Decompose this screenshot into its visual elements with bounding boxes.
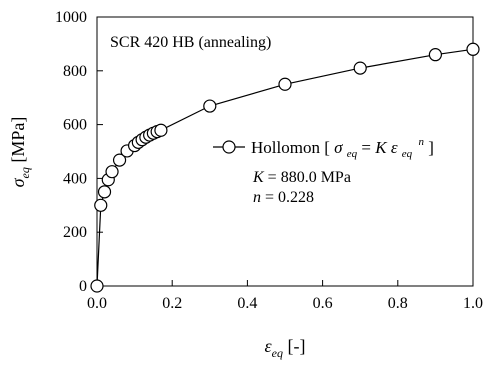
data-point [105, 165, 119, 179]
data-point [466, 42, 480, 56]
legend: Hollomon [ σ eq = K ε eq n ] [213, 130, 434, 161]
data-point [112, 153, 127, 167]
data-point [90, 279, 104, 293]
x-tick-label: 0.6 [313, 295, 333, 312]
x-tick-label: 0.4 [237, 295, 257, 312]
data-point [203, 99, 217, 113]
data-point [353, 61, 367, 75]
y-tick-label: 1000 [55, 9, 87, 26]
parameter-n: n = 0.228 [253, 189, 314, 206]
legend-label: Hollomon [ σ eq = K ε eq n ] [251, 130, 434, 161]
x-tick-label: 0.0 [87, 295, 107, 312]
chart-annotation: SCR 420 HB (annealing) [110, 34, 271, 51]
y-tick-label: 0 [79, 278, 87, 295]
y-tick-label: 800 [63, 63, 87, 80]
data-point [428, 48, 442, 62]
y-tick-label: 400 [63, 170, 87, 187]
legend-marker-sample [222, 140, 236, 154]
data-point [278, 77, 292, 91]
data-series [90, 42, 480, 293]
parameter-k: K = 880.0 MPa [252, 169, 351, 186]
data-point [94, 198, 108, 212]
x-axis-title: εeq [-] [265, 336, 306, 360]
x-tick-label: 1.0 [463, 295, 483, 312]
x-tick-label: 0.2 [162, 295, 182, 312]
y-tick-label: 600 [63, 117, 87, 134]
y-axis-title: σeq [MPa] [8, 117, 32, 188]
data-point [97, 185, 112, 199]
data-point [154, 123, 168, 137]
y-tick-label: 200 [63, 224, 87, 241]
y-axis-ticks: 0 200 400 600 800 1000 [55, 9, 103, 295]
plot-frame [96, 16, 474, 287]
x-tick-label: 0.8 [388, 295, 408, 312]
x-axis-ticks: 0.0 0.2 0.4 0.6 0.8 1.0 [87, 280, 483, 312]
